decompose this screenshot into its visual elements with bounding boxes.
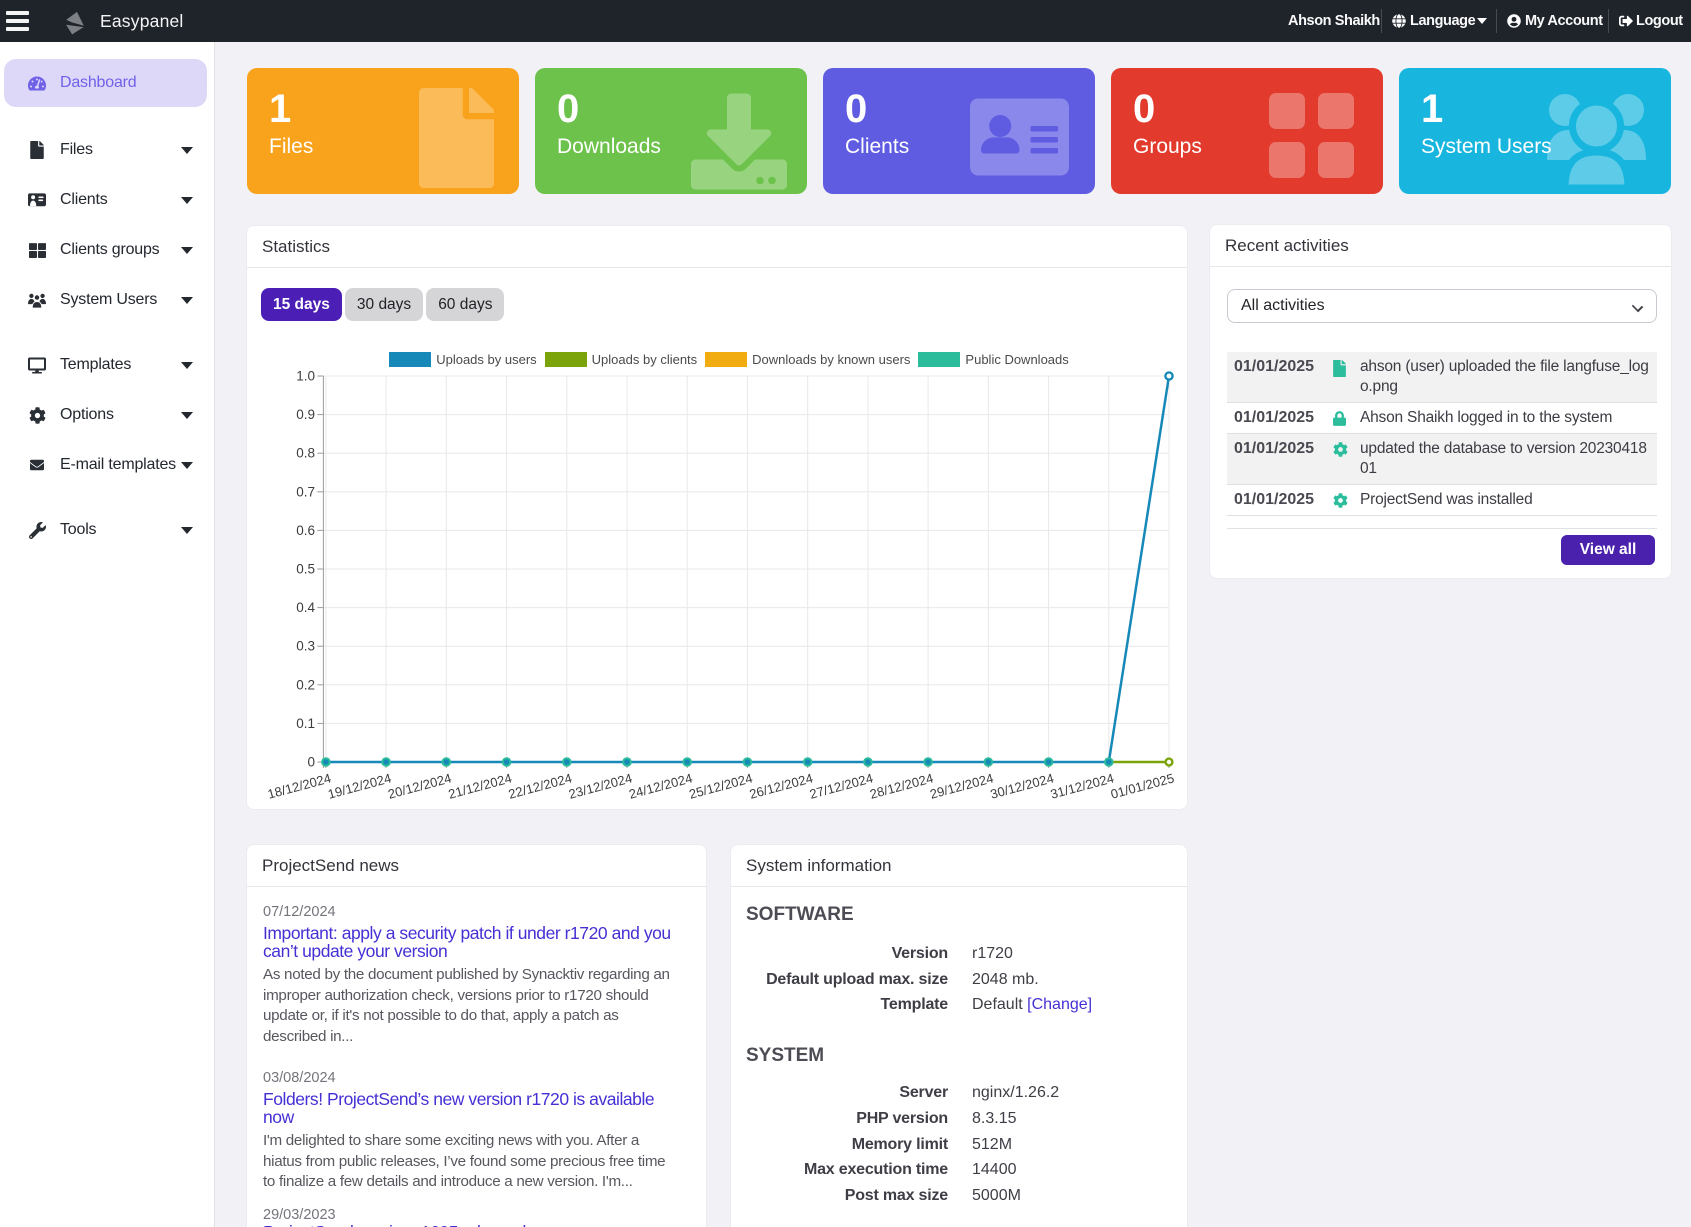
svg-text:22/12/2024: 22/12/2024: [507, 770, 574, 801]
svg-text:18/12/2024: 18/12/2024: [266, 770, 333, 801]
svg-text:0.3: 0.3: [296, 639, 315, 654]
svg-text:0.4: 0.4: [296, 600, 315, 615]
svg-text:30/12/2024: 30/12/2024: [989, 770, 1056, 801]
svg-text:27/12/2024: 27/12/2024: [808, 770, 875, 801]
svg-text:23/12/2024: 23/12/2024: [567, 770, 634, 801]
svg-text:1.0: 1.0: [296, 369, 315, 384]
svg-text:0.5: 0.5: [296, 562, 315, 577]
svg-text:0: 0: [307, 755, 315, 770]
svg-text:21/12/2024: 21/12/2024: [447, 770, 514, 801]
svg-text:29/12/2024: 29/12/2024: [928, 770, 995, 801]
svg-text:0.6: 0.6: [296, 523, 315, 538]
svg-text:0.7: 0.7: [296, 484, 315, 499]
svg-text:26/12/2024: 26/12/2024: [748, 770, 815, 801]
svg-text:0.8: 0.8: [296, 446, 315, 461]
svg-text:0.1: 0.1: [296, 716, 315, 731]
svg-text:01/01/2025: 01/01/2025: [1109, 770, 1176, 801]
svg-text:25/12/2024: 25/12/2024: [687, 770, 754, 801]
svg-text:20/12/2024: 20/12/2024: [386, 770, 453, 801]
svg-text:24/12/2024: 24/12/2024: [627, 770, 694, 801]
svg-text:19/12/2024: 19/12/2024: [326, 770, 393, 801]
svg-text:0.2: 0.2: [296, 677, 315, 692]
svg-text:28/12/2024: 28/12/2024: [868, 770, 935, 801]
svg-text:0.9: 0.9: [296, 407, 315, 422]
svg-text:31/12/2024: 31/12/2024: [1049, 770, 1116, 801]
